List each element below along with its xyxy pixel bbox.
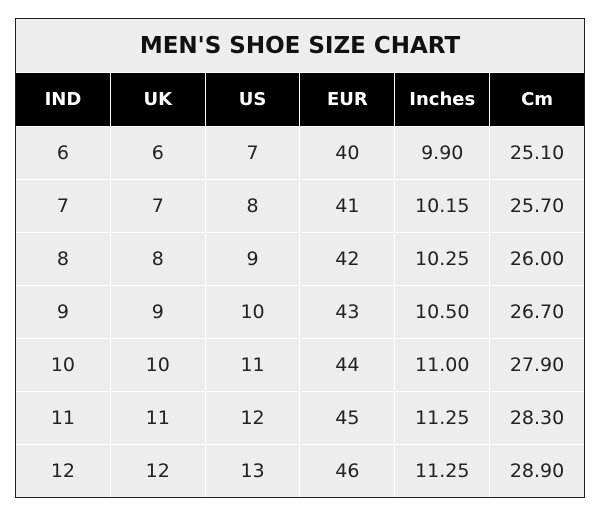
table-row: 8 8 9 42 10.25 26.00 — [16, 232, 584, 285]
table-cell: 9 — [109, 286, 205, 338]
table-cell: 12 — [50, 460, 75, 482]
table-cell: 28.30 — [489, 392, 584, 444]
column-header: US — [204, 73, 300, 126]
column-header: EUR — [299, 73, 394, 126]
table-cell: 10.15 — [394, 180, 489, 232]
table-cell: 7 — [204, 127, 300, 179]
table-cell: 43 — [299, 286, 394, 338]
table-cell: 10 — [109, 339, 205, 391]
table-cell: 28.90 — [489, 445, 584, 497]
table-cell: 40 — [299, 127, 394, 179]
table-cell: 25.10 — [489, 127, 584, 179]
shoe-size-table: MEN'S SHOE SIZE CHART IND UK US EUR Inches Cm… — [15, 18, 585, 498]
table-cell: 9 — [204, 233, 300, 285]
table-cell: 45 — [299, 392, 394, 444]
table-cell: 10 — [50, 354, 75, 376]
table-cell: 11 — [50, 407, 75, 429]
table-cell: 44 — [299, 339, 394, 391]
table-title: MEN'S SHOE SIZE CHART — [16, 19, 584, 73]
table-cell: 8 — [204, 180, 300, 232]
table-row: 11 11 12 45 11.25 28.30 — [16, 391, 584, 444]
table-cell: 13 — [204, 445, 300, 497]
table-cell: 10.50 — [394, 286, 489, 338]
table-cell: 8 — [109, 233, 205, 285]
table-cell: 6 — [109, 127, 205, 179]
table-cell: 27.90 — [489, 339, 584, 391]
table-cell: 11.25 — [394, 392, 489, 444]
table-row: 6 6 7 40 9.90 25.10 — [16, 126, 584, 179]
table-cell: 6 — [56, 142, 69, 164]
column-header: UK — [109, 73, 205, 126]
table-cell: 10 — [204, 286, 300, 338]
column-header: Inches — [394, 73, 489, 126]
table-cell: 12 — [204, 392, 300, 444]
table-cell: 26.70 — [489, 286, 584, 338]
table-cell: 12 — [109, 445, 205, 497]
table-row: 7 7 8 41 10.15 25.70 — [16, 179, 584, 232]
table-cell: 10.25 — [394, 233, 489, 285]
header-row: IND UK US EUR Inches Cm — [16, 73, 584, 126]
table-row: 9 9 10 43 10.50 26.70 — [16, 285, 584, 338]
table-cell: 8 — [56, 248, 69, 270]
table-cell: 7 — [56, 195, 69, 217]
table-cell: 42 — [299, 233, 394, 285]
table-row: 12 12 13 46 11.25 28.90 — [16, 444, 584, 497]
column-header: IND — [44, 89, 82, 110]
table-cell: 11 — [204, 339, 300, 391]
table-cell: 26.00 — [489, 233, 584, 285]
table-cell: 25.70 — [489, 180, 584, 232]
table-cell: 11 — [109, 392, 205, 444]
table-cell: 7 — [109, 180, 205, 232]
table-cell: 9.90 — [394, 127, 489, 179]
table-cell: 9 — [56, 301, 69, 323]
table-cell: 11.25 — [394, 445, 489, 497]
table-row: 10 10 11 44 11.00 27.90 — [16, 338, 584, 391]
column-header: Cm — [489, 73, 584, 126]
table-cell: 11.00 — [394, 339, 489, 391]
table-cell: 41 — [299, 180, 394, 232]
table-cell: 46 — [299, 445, 394, 497]
